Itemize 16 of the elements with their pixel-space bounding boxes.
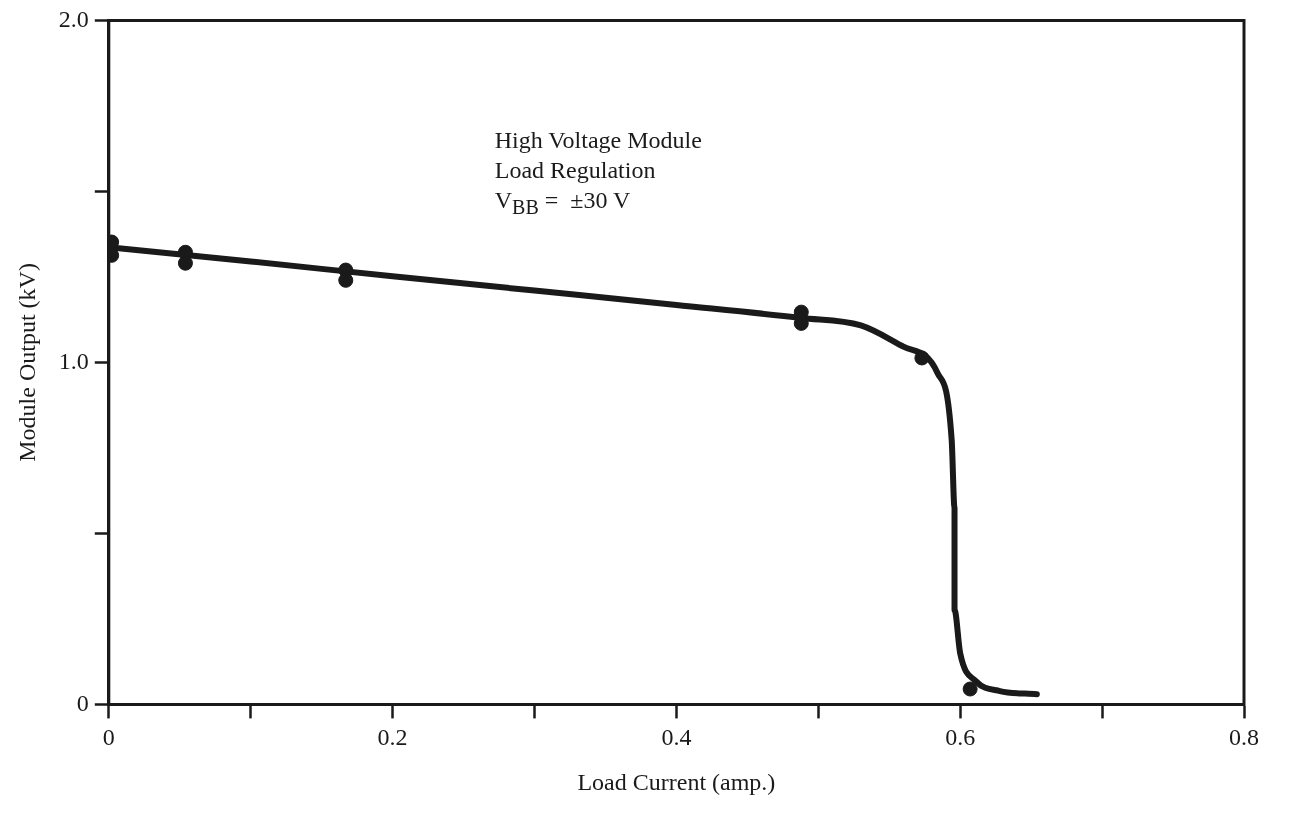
y-tick-label: 0 (76, 689, 89, 716)
x-tick-label: 0.2 (377, 724, 408, 751)
point (914, 350, 930, 366)
y-axis-title: Module Output (kV) (13, 263, 40, 462)
annotation: High Voltage Module (494, 126, 702, 156)
annotation: Load Regulation (494, 156, 657, 186)
annotation: V$_{BB}$ = ±30 V (494, 186, 632, 221)
point (177, 255, 193, 271)
x-tick-label: 0 (102, 724, 115, 751)
y-tick-label: 1.0 (58, 347, 89, 374)
x-axis-title: Load Current (amp.) (577, 768, 776, 795)
x-tick-label: 0.8 (1229, 724, 1259, 751)
point (962, 681, 978, 697)
y-tick-label: 2.0 (58, 5, 89, 32)
x-tick-label: 0.4 (661, 724, 692, 751)
x-tick-label: 0.6 (945, 724, 976, 751)
